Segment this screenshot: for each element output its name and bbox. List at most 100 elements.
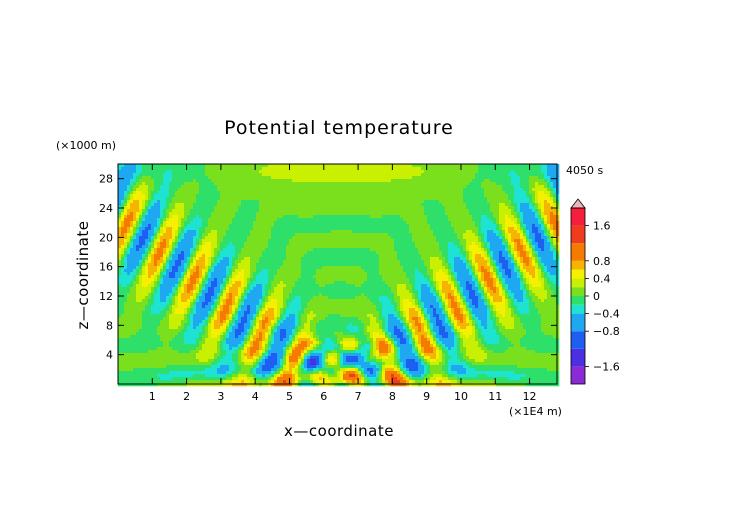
heatmap-cell <box>391 170 395 174</box>
heatmap-cell <box>556 236 560 240</box>
heatmap-cell <box>385 221 389 225</box>
heatmap-cell <box>484 173 488 177</box>
heatmap-cell <box>139 185 143 189</box>
heatmap-cell <box>397 203 401 207</box>
heatmap-cell <box>460 206 464 210</box>
heatmap-cell <box>178 197 182 201</box>
heatmap-cell <box>196 215 200 219</box>
heatmap-cell <box>445 203 449 207</box>
heatmap-cell <box>286 194 290 198</box>
heatmap-cell <box>226 239 230 243</box>
heatmap-cell <box>334 230 338 234</box>
heatmap-cell <box>235 176 239 180</box>
heatmap-cell <box>454 212 458 216</box>
heatmap-cell <box>406 164 410 168</box>
heatmap-cell <box>340 260 344 264</box>
heatmap-cell <box>460 173 464 177</box>
heatmap-cell <box>553 167 557 171</box>
heatmap-cell <box>235 212 239 216</box>
heatmap-cell <box>448 254 452 258</box>
heatmap-cell <box>202 248 206 252</box>
heatmap-cell <box>415 200 419 204</box>
heatmap-cell <box>340 242 344 246</box>
heatmap-cell <box>544 263 548 267</box>
heatmap-cell <box>223 245 227 249</box>
heatmap-cell <box>523 245 527 249</box>
heatmap-cell <box>259 233 263 237</box>
heatmap-cell <box>475 242 479 246</box>
heatmap-cell <box>325 224 329 228</box>
heatmap-cell <box>376 218 380 222</box>
heatmap-cell <box>424 215 428 219</box>
heatmap-cell <box>445 212 449 216</box>
heatmap-cell <box>379 203 383 207</box>
heatmap-cell <box>169 251 173 255</box>
heatmap-cell <box>385 242 389 246</box>
heatmap-cell <box>430 203 434 207</box>
heatmap-cell <box>346 257 350 261</box>
heatmap-cell <box>139 179 143 183</box>
heatmap-cell <box>220 218 224 222</box>
heatmap-cell <box>469 248 473 252</box>
heatmap-cell <box>412 218 416 222</box>
heatmap-cell <box>502 239 506 243</box>
heatmap-cell <box>463 191 467 195</box>
heatmap-cell <box>403 233 407 237</box>
heatmap-cell <box>433 203 437 207</box>
heatmap-cell <box>283 167 287 171</box>
heatmap-cell <box>298 200 302 204</box>
heatmap-cell <box>274 194 278 198</box>
heatmap-cell <box>415 167 419 171</box>
heatmap-cell <box>469 212 473 216</box>
heatmap-cell <box>166 194 170 198</box>
heatmap-cell <box>424 263 428 267</box>
heatmap-cell <box>148 233 152 237</box>
heatmap-cell <box>217 215 221 219</box>
heatmap-cell <box>379 215 383 219</box>
heatmap-cell <box>211 233 215 237</box>
heatmap-cell <box>505 200 509 204</box>
heatmap-cell <box>127 167 131 171</box>
heatmap-cell <box>328 200 332 204</box>
heatmap-cell <box>442 185 446 189</box>
heatmap-cell <box>532 191 536 195</box>
heatmap-cell <box>451 197 455 201</box>
heatmap-cell <box>505 203 509 207</box>
heatmap-cell <box>382 230 386 234</box>
heatmap-cell <box>187 221 191 225</box>
heatmap-cell <box>553 164 557 168</box>
heatmap-cell <box>403 212 407 216</box>
heatmap-cell <box>460 221 464 225</box>
heatmap-cell <box>148 203 152 207</box>
heatmap-cell <box>214 179 218 183</box>
heatmap-cell <box>538 206 542 210</box>
heatmap-cell <box>382 200 386 204</box>
heatmap-cell <box>406 179 410 183</box>
heatmap-cell <box>490 191 494 195</box>
heatmap-cell <box>319 248 323 252</box>
heatmap-cell <box>436 197 440 201</box>
heatmap-cell <box>373 233 377 237</box>
heatmap-cell <box>463 257 467 261</box>
heatmap-cell <box>532 164 536 168</box>
heatmap-cell <box>427 185 431 189</box>
heatmap-cell <box>175 215 179 219</box>
heatmap-cell <box>214 167 218 171</box>
heatmap-cell <box>337 197 341 201</box>
heatmap-cell <box>244 215 248 219</box>
heatmap-cell <box>421 191 425 195</box>
heatmap-cell <box>136 197 140 201</box>
heatmap-cell <box>190 227 194 231</box>
heatmap-cell <box>175 236 179 240</box>
heatmap-cell <box>148 221 152 225</box>
heatmap-cell <box>301 251 305 255</box>
heatmap-cell <box>298 239 302 243</box>
heatmap-cell <box>430 221 434 225</box>
heatmap-cell <box>175 242 179 246</box>
heatmap-cell <box>217 209 221 213</box>
heatmap-cell <box>460 248 464 252</box>
heatmap-cell <box>517 245 521 249</box>
heatmap-cell <box>361 179 365 183</box>
heatmap-cell <box>373 176 377 180</box>
heatmap-cell <box>160 185 164 189</box>
